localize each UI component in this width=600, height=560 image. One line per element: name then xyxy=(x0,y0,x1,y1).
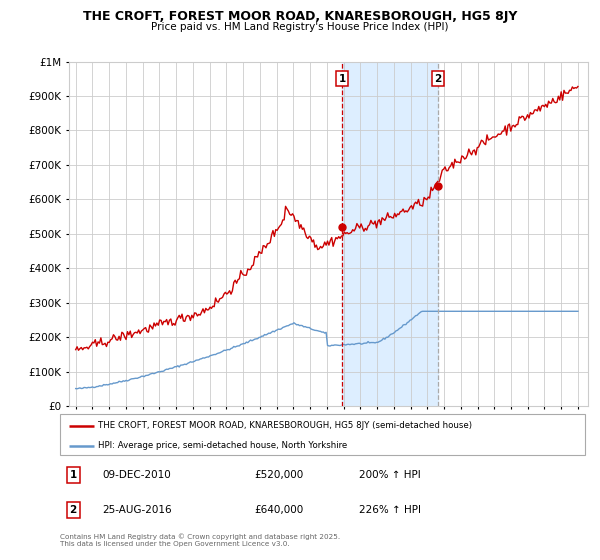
Text: THE CROFT, FOREST MOOR ROAD, KNARESBOROUGH, HG5 8JY (semi-detached house): THE CROFT, FOREST MOOR ROAD, KNARESBOROU… xyxy=(98,421,472,430)
FancyBboxPatch shape xyxy=(60,414,585,455)
Text: £520,000: £520,000 xyxy=(254,470,304,479)
Text: Price paid vs. HM Land Registry's House Price Index (HPI): Price paid vs. HM Land Registry's House … xyxy=(151,22,449,32)
Bar xyxy=(342,62,438,406)
Text: THE CROFT, FOREST MOOR ROAD, KNARESBOROUGH, HG5 8JY: THE CROFT, FOREST MOOR ROAD, KNARESBOROU… xyxy=(83,10,517,23)
Text: 2: 2 xyxy=(70,505,77,515)
Text: 09-DEC-2010: 09-DEC-2010 xyxy=(102,470,171,479)
Text: 2: 2 xyxy=(434,74,442,83)
Text: Contains HM Land Registry data © Crown copyright and database right 2025.
This d: Contains HM Land Registry data © Crown c… xyxy=(60,533,340,547)
Text: 1: 1 xyxy=(338,74,346,83)
Text: £640,000: £640,000 xyxy=(254,505,304,515)
Text: 200% ↑ HPI: 200% ↑ HPI xyxy=(359,470,421,479)
Text: HPI: Average price, semi-detached house, North Yorkshire: HPI: Average price, semi-detached house,… xyxy=(98,441,347,450)
Text: 226% ↑ HPI: 226% ↑ HPI xyxy=(359,505,421,515)
Text: 1: 1 xyxy=(70,470,77,479)
Text: 25-AUG-2016: 25-AUG-2016 xyxy=(102,505,172,515)
